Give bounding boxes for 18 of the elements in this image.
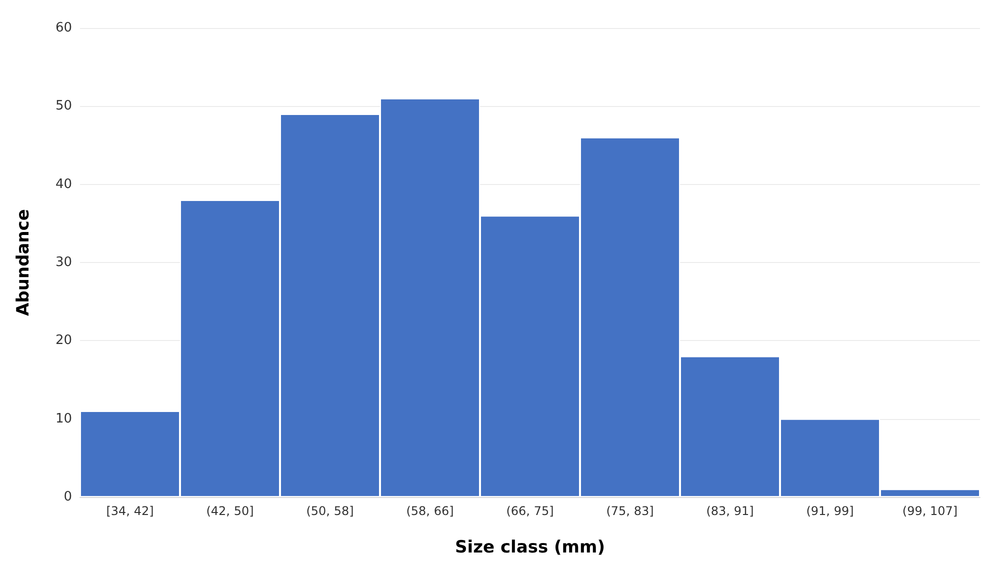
x-tick-label: (75, 83] [606,504,654,518]
y-tick-label: 10 [55,411,72,426]
x-tick-label: (50, 58] [306,504,354,518]
x-tick-label: (42, 50] [206,504,254,518]
x-tick-label: (66, 75] [506,504,554,518]
x-tick-label: (58, 66] [406,504,454,518]
y-tick-label: 30 [55,255,72,270]
y-tick-label: 60 [55,20,72,36]
y-tick-label: 0 [64,490,72,504]
x-tick-label: (91, 99] [806,504,854,518]
x-tick-label: (83, 91] [706,504,754,518]
x-tick-label: [34, 42] [106,504,154,518]
x-axis-title: Size class (mm) [455,538,605,558]
y-tick-label: 20 [55,333,72,348]
y-tick-label: 40 [55,176,72,192]
x-tick-label: (99, 107] [902,504,958,518]
y-tick-label: 50 [55,98,72,114]
y-axis-title: Abundance [14,209,34,316]
